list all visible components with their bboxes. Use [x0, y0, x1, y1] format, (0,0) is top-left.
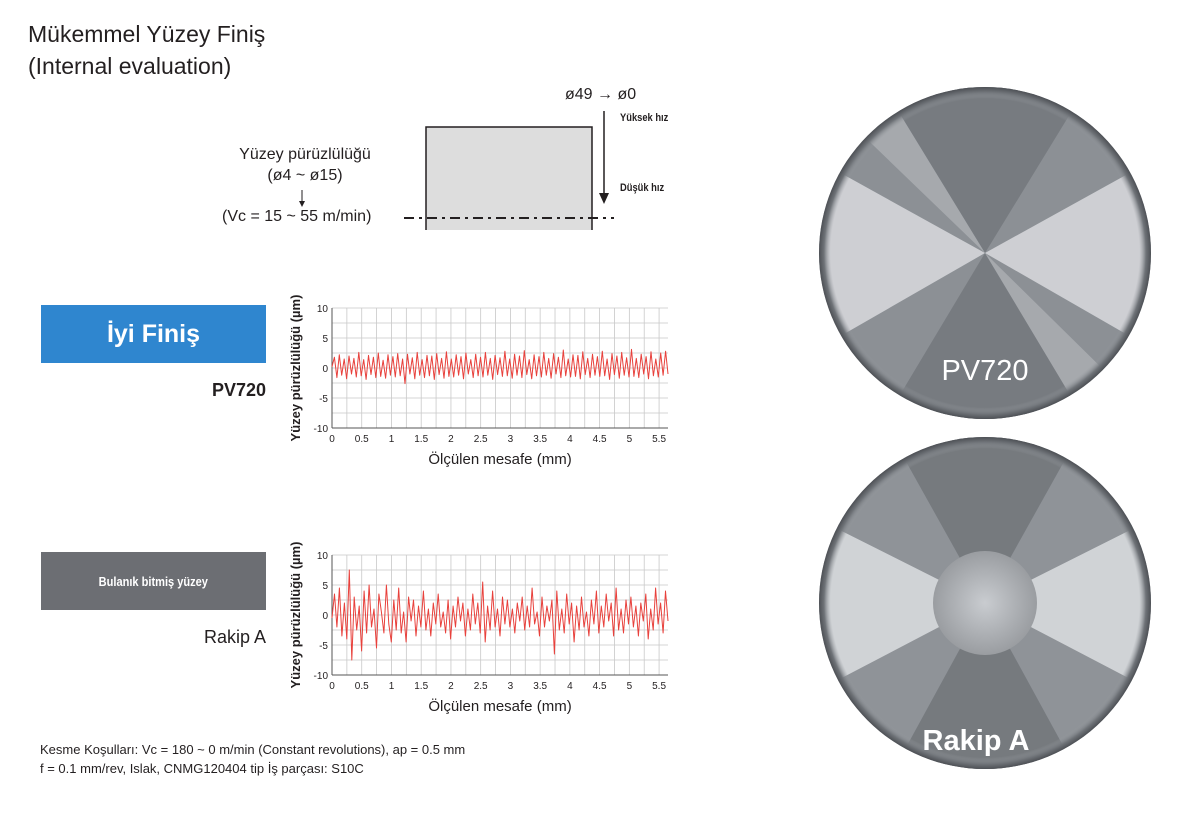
x-tick-label: 4.5: [593, 434, 607, 445]
x-tick-label: 5.5: [652, 434, 666, 445]
x-axis-label-unit: (mm): [537, 698, 572, 715]
x-tick-label: 0.5: [355, 681, 369, 692]
x-tick-label: 0: [329, 681, 335, 692]
title-line-1: Mükemmel Yüzey Finiş: [28, 21, 266, 47]
x-tick-label: 4: [567, 681, 573, 692]
x-tick-label: 3.5: [533, 681, 547, 692]
dull-finish-tag: Bulanık bitmiş yüzey: [41, 552, 266, 610]
y-tick-label: 0: [322, 611, 328, 622]
feed-arrow-head: [599, 193, 609, 204]
y-tick-label: -10: [314, 671, 329, 682]
pv720-disc-photo: PV720: [819, 87, 1151, 419]
y-tick-label: 0: [322, 364, 328, 375]
high-speed-label: Yüksek hız: [620, 112, 669, 124]
y-axis-label: Yüzey pürüzlülüğü (µm): [288, 542, 303, 689]
y-tick-label: 5: [322, 334, 328, 345]
y-tick-label: -5: [319, 641, 328, 652]
x-tick-label: 4.5: [593, 681, 607, 692]
x-tick-label: 0: [329, 434, 335, 445]
rakip-photo-label: Rakip A: [923, 725, 1030, 757]
roughness-label: Yüzey pürüzlülüğü: [239, 146, 371, 163]
y-tick-label: 5: [322, 581, 328, 592]
x-tick-label: 2.5: [474, 681, 488, 692]
cutting-conditions-line-2: f = 0.1 mm/rev, Islak, CNMG120404 tip İş…: [40, 761, 364, 776]
page-title: Mükemmel Yüzey Finiş (Internal evaluatio…: [28, 18, 265, 82]
rakip-disc-photo: Rakip A: [819, 437, 1151, 769]
vc-range-label: (Vc = 15 ~ 55 m/min): [222, 208, 372, 225]
disc-photos: PV720 Rakip A: [819, 87, 1151, 769]
diameter-range-label: ø49 → ø0: [565, 86, 637, 103]
pointer-arrow-head: [299, 201, 305, 207]
product-pv720-label: PV720: [211, 380, 266, 400]
roughness-trace-line: [331, 348, 669, 385]
low-speed-label: Düşük hız: [620, 182, 665, 194]
cutting-conditions-line-1: Kesme Koşulları: Vc = 180 ~ 0 m/min (Con…: [40, 742, 466, 757]
cutting-diagram: [299, 111, 614, 230]
x-tick-label: 3: [508, 681, 514, 692]
x-tick-label: 1: [389, 681, 395, 692]
x-tick-label: 3.5: [533, 434, 547, 445]
roughness-trace-line: [331, 569, 669, 661]
x-tick-label: 5: [627, 434, 633, 445]
y-axis-label: Yüzey pürüzlülüğü (µm): [288, 295, 303, 442]
y-tick-label: 10: [317, 304, 329, 315]
workpiece-outline: [425, 126, 593, 230]
x-tick-label: 5.5: [652, 681, 666, 692]
x-tick-label: 3: [508, 434, 514, 445]
x-tick-label: 2.5: [474, 434, 488, 445]
x-axis-label-main: Ölçülen mesafe: [428, 450, 536, 468]
x-tick-label: 1.5: [414, 434, 428, 445]
workpiece-block: [426, 127, 592, 230]
cutting-conditions-note: Kesme Koşulları: Vc = 180 ~ 0 m/min (Con…: [40, 740, 465, 778]
x-axis-label-main: Ölçülen mesafe: [428, 697, 536, 715]
x-tick-label: 0.5: [355, 434, 369, 445]
x-axis-label: Ölçülen mesafe (mm): [428, 450, 571, 468]
y-tick-label: -5: [319, 394, 328, 405]
x-axis-label: Ölçülen mesafe (mm): [428, 697, 571, 715]
roughness-range-label: (ø4 ~ ø15): [267, 167, 343, 184]
title-line-2: (Internal evaluation): [28, 53, 232, 79]
y-tick-label: 10: [317, 551, 329, 562]
x-tick-label: 5: [627, 681, 633, 692]
good-finish-tag-text: İyi Finiş: [106, 319, 201, 348]
x-axis-label-unit: (mm): [537, 451, 572, 468]
x-tick-label: 2: [448, 434, 454, 445]
good-finish-tag: İyi Finiş: [41, 305, 266, 363]
x-tick-label: 2: [448, 681, 454, 692]
pv720-photo-label: PV720: [941, 355, 1028, 387]
x-tick-label: 4: [567, 434, 573, 445]
product-rakip-label: Rakip A: [203, 627, 266, 647]
y-tick-label: -10: [314, 424, 329, 435]
x-tick-label: 1: [389, 434, 395, 445]
dull-finish-tag-text: Bulanık bitmiş yüzey: [98, 573, 209, 589]
x-tick-label: 1.5: [414, 681, 428, 692]
